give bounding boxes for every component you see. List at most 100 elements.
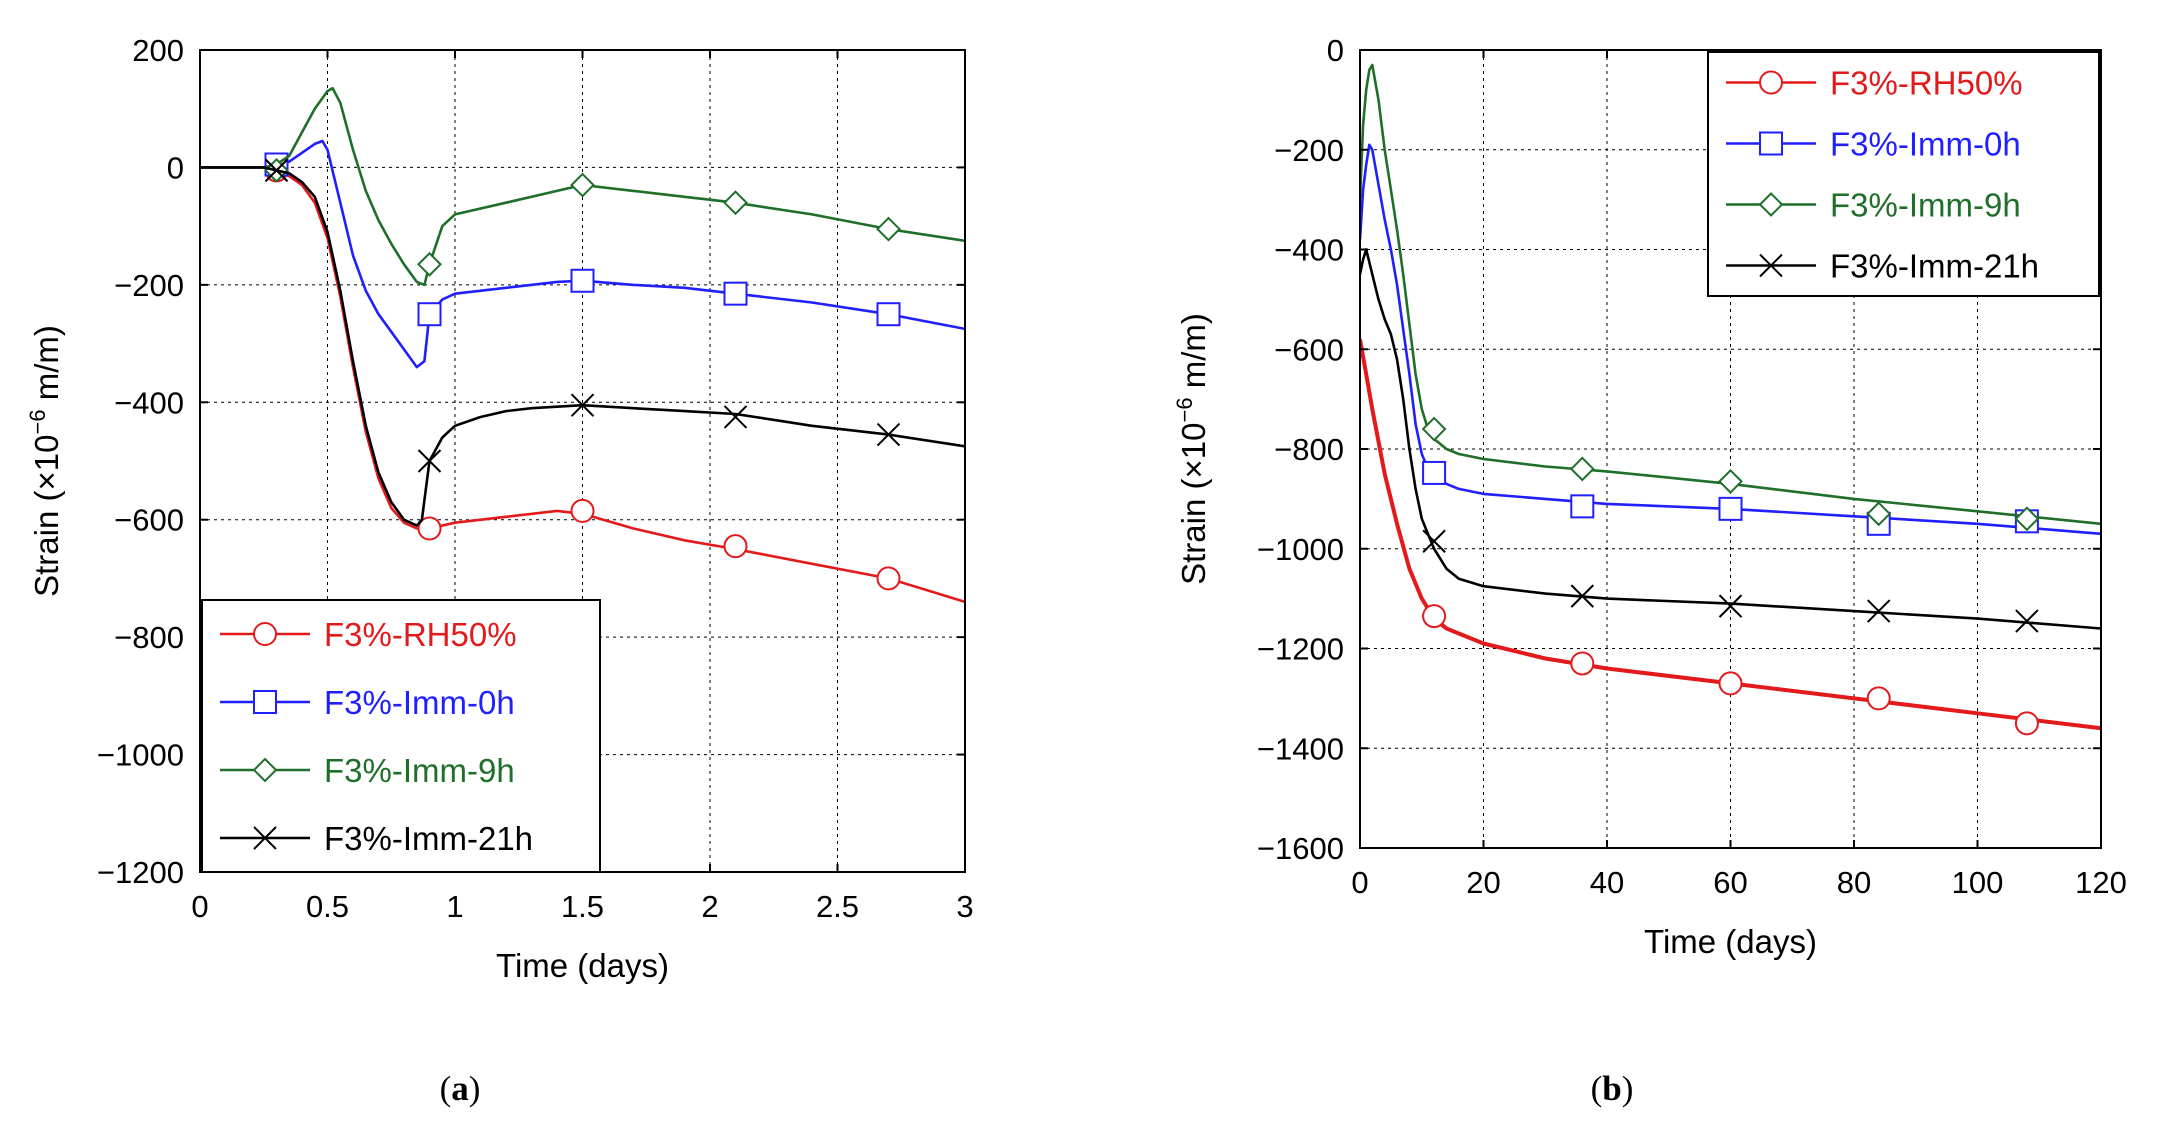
y-axis-label-prefix: Strain (×10	[28, 435, 65, 597]
data-point	[723, 534, 748, 559]
data-point	[1422, 604, 1447, 629]
series-line	[200, 166, 965, 527]
legend-label: F3%-Imm-9h	[324, 752, 515, 789]
y-tick-label: −800	[114, 620, 184, 655]
legend-marker	[1759, 70, 1783, 95]
y-axis-label-exponent: −6	[25, 409, 50, 434]
plot-area	[1360, 63, 2101, 736]
x-tick-label: 40	[1590, 865, 1624, 900]
panel-caption-b: (b)	[1591, 1069, 1634, 1108]
y-axis-label-exponent: −6	[1172, 397, 1197, 422]
x-tick-label: 0	[191, 889, 208, 924]
legend-item: F3%-Imm-9h	[1726, 187, 2021, 224]
legend-label: F3%-Imm-0h	[1830, 126, 2021, 163]
y-tick-label: 200	[132, 33, 184, 68]
x-tick-label: 2	[701, 889, 718, 924]
data-point	[1718, 671, 1743, 696]
data-point	[2015, 609, 2039, 633]
x-tick-label: 0.5	[306, 889, 349, 924]
data-point	[417, 516, 442, 541]
legend-label: F3%-Imm-0h	[324, 684, 515, 721]
legend-item: F3%-Imm-9h	[220, 752, 515, 789]
legend-marker	[253, 826, 277, 850]
data-point	[1866, 599, 1891, 623]
legend-item: F3%-RH50%	[1726, 65, 2023, 102]
legend-item: F3%-Imm-0h	[1726, 126, 2021, 163]
x-tick-label: 20	[1466, 865, 1500, 900]
caption-close-paren: )	[1622, 1069, 1634, 1108]
series-F3%-Imm-21h	[200, 158, 965, 527]
legend-label: F3%-Imm-21h	[1830, 248, 2039, 285]
y-tick-label: −1000	[97, 738, 184, 773]
legend-item: F3%-Imm-21h	[220, 820, 533, 857]
data-point	[723, 405, 748, 429]
series-line	[200, 139, 965, 369]
x-tick-label: 1.5	[561, 889, 604, 924]
y-tick-label: −1200	[1257, 632, 1344, 667]
panel-caption-a: (a)	[440, 1069, 481, 1108]
x-axis-label: Time (days)	[496, 947, 669, 984]
data-point	[2014, 506, 2040, 532]
x-tick-label: 3	[956, 889, 973, 924]
y-tick-label: 0	[1327, 33, 1344, 68]
data-point	[876, 422, 901, 447]
y-tick-label: 0	[167, 150, 184, 185]
data-point	[417, 251, 442, 277]
x-tick-label: 1	[446, 889, 463, 924]
legend-label: F3%-RH50%	[324, 616, 517, 653]
data-point	[1570, 584, 1595, 608]
data-point	[1718, 594, 1743, 618]
caption-letter: a	[451, 1069, 469, 1108]
legend-item: F3%-Imm-0h	[220, 684, 515, 721]
y-axis-label-prefix: Strain (×10	[1175, 423, 1212, 585]
series-line	[1360, 248, 2101, 630]
y-tick-label: −400	[1274, 233, 1344, 268]
data-point	[723, 190, 748, 216]
legend-label: F3%-RH50%	[1830, 65, 2023, 102]
data-point	[1866, 686, 1891, 711]
caption-close-paren: )	[469, 1069, 481, 1108]
data-point	[1718, 496, 1743, 521]
y-axis-label: Strain (×10−6 m/m)	[25, 325, 65, 597]
data-point	[1422, 460, 1447, 485]
y-tick-label: −1000	[1257, 532, 1344, 567]
series-line	[1360, 143, 2101, 536]
data-point	[1718, 469, 1743, 494]
x-tick-label: 120	[2075, 865, 2127, 900]
plot-area	[200, 86, 965, 604]
legend-marker	[1759, 131, 1783, 156]
data-point	[876, 566, 901, 591]
data-point	[264, 158, 289, 183]
series-line	[200, 86, 965, 287]
data-point	[876, 216, 901, 242]
series-line	[1360, 338, 2101, 731]
x-tick-label: 100	[1952, 865, 2004, 900]
legend-marker	[252, 757, 278, 783]
series-F3%-Imm-0h	[1360, 143, 2101, 536]
y-axis-label: Strain (×10−6 m/m)	[1172, 313, 1212, 585]
y-tick-label: −600	[1274, 332, 1344, 367]
legend-marker	[253, 622, 277, 646]
data-point	[1570, 494, 1595, 519]
y-tick-label: −200	[1274, 133, 1344, 168]
y-tick-label: −1200	[97, 855, 184, 890]
chart-panel-a: 0 0.5 1 1.5 2 2.5 3 −1200 −1000 −800 −600 −400 −200 0…	[25, 33, 974, 1108]
legend-label: F3%-Imm-21h	[324, 820, 533, 857]
data-point	[570, 393, 595, 417]
legend: F3%-RH50% F3%-Imm-0h F3%-Imm-9h F3%-Imm-21h	[1707, 51, 2100, 297]
data-point	[1866, 501, 1892, 527]
data-point	[876, 302, 901, 327]
series-F3%-Imm-9h	[1360, 63, 2101, 532]
series-F3%-Imm-21h	[1360, 248, 2101, 633]
legend-marker	[253, 690, 277, 714]
y-tick-label: −200	[114, 268, 184, 303]
data-point	[1570, 651, 1595, 676]
x-tick-label: 2.5	[816, 889, 859, 924]
y-tick-label: −600	[114, 503, 184, 538]
y-tick-label: −1400	[1257, 731, 1344, 766]
series-F3%-Imm-0h	[200, 139, 965, 369]
legend: F3%-RH50% F3%-Imm-0h F3%-Imm-9h F3%-Imm-21h	[201, 599, 601, 873]
data-point	[1421, 416, 1447, 442]
data-point	[570, 268, 595, 293]
